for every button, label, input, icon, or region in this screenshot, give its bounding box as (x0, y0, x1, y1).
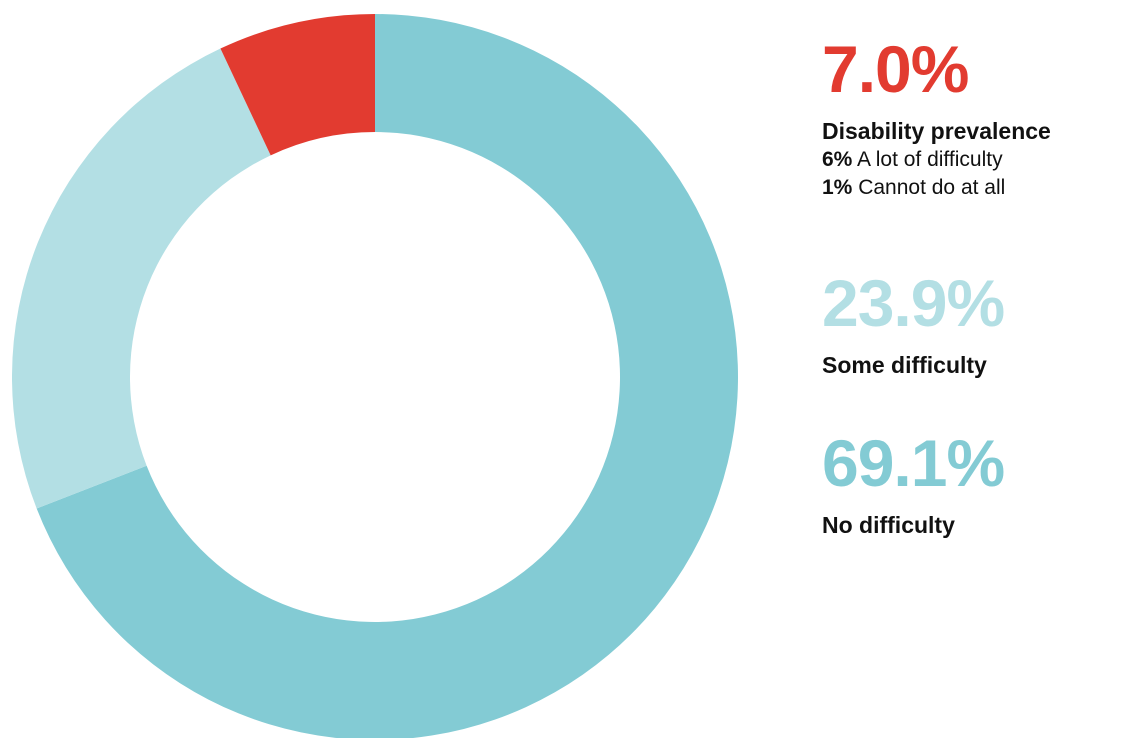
legend-disability-percent: 7.0% (822, 32, 969, 106)
legend-some-difficulty-percent: 23.9% (822, 266, 1005, 340)
donut-segment-no-difficulty (36, 14, 738, 738)
legend-some-difficulty: 23.9% Some difficulty (822, 270, 1144, 380)
donut-segment-some-difficulty (12, 48, 271, 509)
legend-no-difficulty-label: No difficulty (822, 512, 955, 538)
breakdown-cannot-text: Cannot do at all (858, 176, 1006, 199)
legend-breakdown-a-lot: 6% A lot of difficulty (822, 146, 1144, 174)
breakdown-cannot-value: 1% (822, 176, 853, 199)
donut-segment-disability-prevalence (220, 14, 375, 156)
donut-chart-svg (12, 14, 738, 738)
legend-disability: 7.0% Disability prevalence 6% A lot of d… (822, 36, 1144, 202)
legend-no-difficulty-percent: 69.1% (822, 426, 1005, 500)
legend-disability-label: Disability prevalence (822, 118, 1051, 144)
legend-breakdown-cannot: 1% Cannot do at all (822, 174, 1144, 202)
legend-no-difficulty: 69.1% No difficulty (822, 430, 1144, 540)
breakdown-a-lot-text: A lot of difficulty (857, 148, 1003, 171)
legend-some-difficulty-label: Some difficulty (822, 352, 987, 378)
breakdown-a-lot-value: 6% (822, 148, 853, 171)
